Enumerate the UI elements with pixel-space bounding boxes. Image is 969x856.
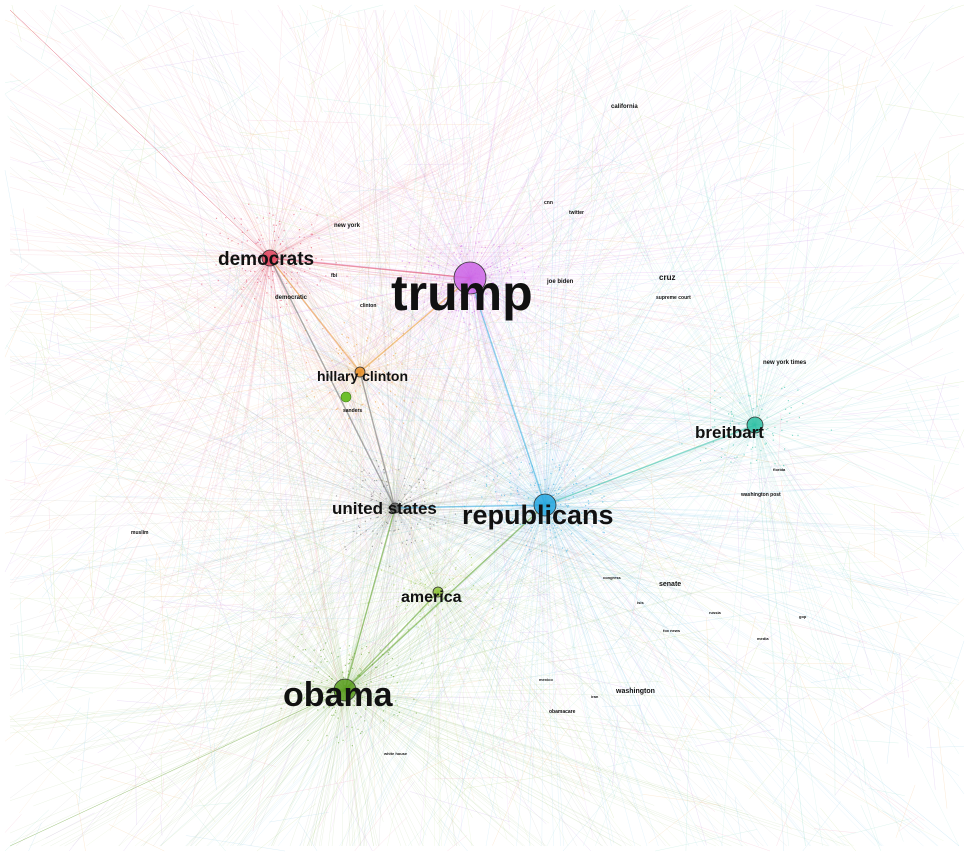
label-democrats: democrats <box>218 249 314 270</box>
fan-edges-trump <box>9 9 960 846</box>
hub-node-obama <box>333 678 357 702</box>
background-edges-2 <box>9 4 965 852</box>
label-iran: iran <box>591 694 599 699</box>
hub-edge-republicans-breitbart <box>544 424 756 506</box>
hub-edge-trump-democrats <box>269 257 471 279</box>
fan-edges-republicans <box>9 9 960 847</box>
fan-edges-hillary-clinton <box>9 9 927 831</box>
cluster-nodes-united-states <box>335 451 476 568</box>
label-mexico: mexico <box>539 677 553 682</box>
hub-labels: democrats trump hillary clinton united s… <box>218 249 764 714</box>
edge-layer <box>4 4 965 852</box>
background-edges-4 <box>4 4 965 852</box>
label-sanders: sanders <box>343 408 362 414</box>
label-gop: gop <box>799 614 807 619</box>
hub-node-america <box>432 586 444 598</box>
label-democratic: democratic <box>275 295 308 301</box>
background-edges-5 <box>4 4 965 852</box>
label-cnn: cnn <box>544 200 553 206</box>
hub-node-united-states <box>389 502 401 514</box>
node-sanders <box>340 391 352 403</box>
label-united-states: united states <box>332 499 437 518</box>
minor-labels: california new york joe biden cruz supre… <box>131 104 807 756</box>
fan-edges-democrats <box>9 9 786 821</box>
cluster-nodes-hillary-clinton <box>304 322 414 432</box>
label-washington: washington <box>615 688 655 695</box>
label-new-york-times: new york times <box>763 360 807 366</box>
hub-edge-trump-hillary-clinton <box>359 277 471 373</box>
node-layer <box>201 203 832 747</box>
label-fox-news: fox news <box>663 628 681 633</box>
label-twitter: twitter <box>569 210 584 216</box>
label-russia: russia <box>709 610 722 615</box>
label-clinton: clinton <box>360 303 376 309</box>
label-joe-biden: joe biden <box>546 279 574 285</box>
hub-edge-democrats-hillary-clinton <box>269 257 361 373</box>
label-congress: congress <box>603 575 622 580</box>
fan-edges-united-states <box>9 9 952 847</box>
label-new-york: new york <box>334 223 361 229</box>
label-fbi: fbi <box>331 273 338 279</box>
hub-node-hillary-clinton <box>354 366 366 378</box>
label-cruz: cruz <box>659 273 675 282</box>
label-isis: isis <box>637 600 644 605</box>
hub-node-trump <box>453 261 487 295</box>
label-obamacare: obamacare <box>549 709 576 715</box>
label-media: media <box>757 636 769 641</box>
label-washington-post: washington post <box>740 492 781 498</box>
hub-edge-united-states-republicans <box>394 504 546 509</box>
label-republicans: republicans <box>462 500 614 530</box>
label-obama: obama <box>283 676 394 714</box>
label-florida: florida <box>773 467 786 472</box>
hub-node-breitbart <box>746 416 764 434</box>
label-muslim: muslim <box>131 530 149 536</box>
hub-edge-hillary-clinton-united-states <box>359 371 396 509</box>
hub-edge-america-obama <box>344 591 439 691</box>
label-trump: trump <box>391 265 533 321</box>
fan-edges-america <box>9 76 955 847</box>
hub-node-democrats <box>261 249 279 267</box>
fan-edges-breitbart <box>233 9 960 847</box>
background-edges-0 <box>4 4 965 852</box>
hub-node-republicans <box>533 493 557 517</box>
label-supreme-court: supreme court <box>656 295 691 301</box>
label-california: california <box>611 104 638 110</box>
hub-edge-layer <box>269 257 756 691</box>
label-senate: senate <box>659 581 681 588</box>
hub-edge-united-states-obama <box>344 507 396 691</box>
cluster-nodes-america <box>367 540 499 631</box>
hub-edge-democrats-united-states <box>269 257 396 509</box>
hub-edge-republicans-obama <box>344 504 546 691</box>
label-america: america <box>401 589 462 606</box>
label-hillary-clinton: hillary clinton <box>317 368 408 384</box>
background-edges-1 <box>4 4 965 852</box>
hub-edge-trump-republicans <box>469 277 546 506</box>
label-white-house: white house <box>383 751 408 756</box>
label-breitbart: breitbart <box>695 423 764 442</box>
